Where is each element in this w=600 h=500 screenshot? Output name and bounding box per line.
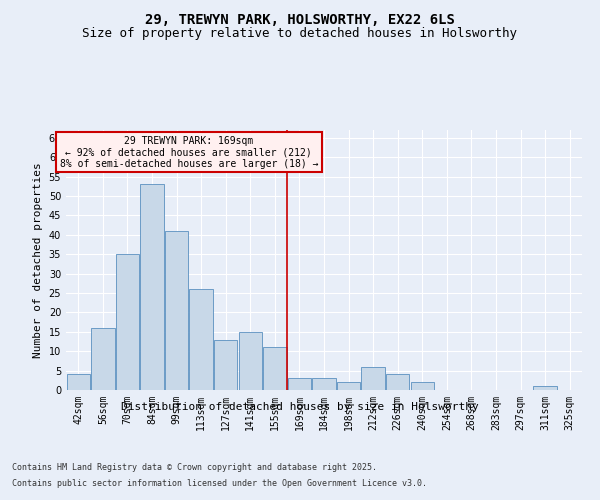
Bar <box>533 386 557 390</box>
Bar <box>116 254 139 390</box>
Bar <box>67 374 90 390</box>
Bar <box>263 348 287 390</box>
Bar <box>288 378 311 390</box>
Bar <box>91 328 115 390</box>
Bar <box>313 378 335 390</box>
Bar <box>140 184 164 390</box>
Text: 29 TREWYN PARK: 169sqm
← 92% of detached houses are smaller (212)
8% of semi-det: 29 TREWYN PARK: 169sqm ← 92% of detached… <box>59 136 318 169</box>
Y-axis label: Number of detached properties: Number of detached properties <box>33 162 43 358</box>
Bar <box>410 382 434 390</box>
Text: Contains public sector information licensed under the Open Government Licence v3: Contains public sector information licen… <box>12 479 427 488</box>
Bar <box>190 289 213 390</box>
Text: 29, TREWYN PARK, HOLSWORTHY, EX22 6LS: 29, TREWYN PARK, HOLSWORTHY, EX22 6LS <box>145 12 455 26</box>
Bar <box>214 340 238 390</box>
Bar <box>239 332 262 390</box>
Bar <box>361 366 385 390</box>
Text: Distribution of detached houses by size in Holsworthy: Distribution of detached houses by size … <box>121 402 479 412</box>
Text: Size of property relative to detached houses in Holsworthy: Size of property relative to detached ho… <box>83 28 517 40</box>
Bar <box>165 231 188 390</box>
Text: Contains HM Land Registry data © Crown copyright and database right 2025.: Contains HM Land Registry data © Crown c… <box>12 462 377 471</box>
Bar <box>386 374 409 390</box>
Bar <box>337 382 360 390</box>
